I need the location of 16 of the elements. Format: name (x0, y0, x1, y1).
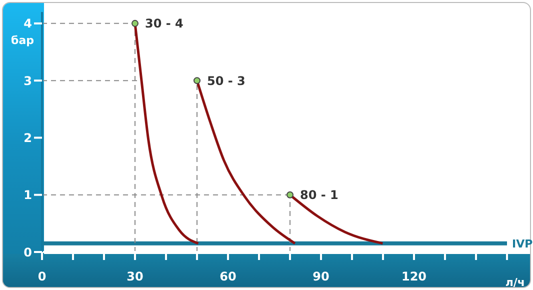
y-axis-title: бар (11, 34, 34, 47)
x-tick-label: 0 (38, 270, 46, 284)
x-tick-label: 120 (401, 270, 427, 284)
ref-line-label: IVP (512, 237, 533, 250)
y-tick-label: 4 (24, 16, 32, 31)
y-tick-label: 0 (24, 245, 32, 260)
y-tick-label: 2 (24, 130, 32, 145)
y-tick-label: 3 (24, 74, 32, 88)
y-tick-label: 1 (24, 188, 32, 202)
x-tick-label: 60 (220, 270, 236, 284)
annotation: 30 - 4 (145, 16, 184, 31)
x-tick-label: 30 (126, 270, 144, 284)
annotation: 50 - 3 (207, 74, 246, 88)
annotation: 80 - 1 (300, 188, 338, 202)
x-tick-label: 90 (312, 270, 330, 284)
x-axis-title: л/ч (505, 276, 525, 289)
